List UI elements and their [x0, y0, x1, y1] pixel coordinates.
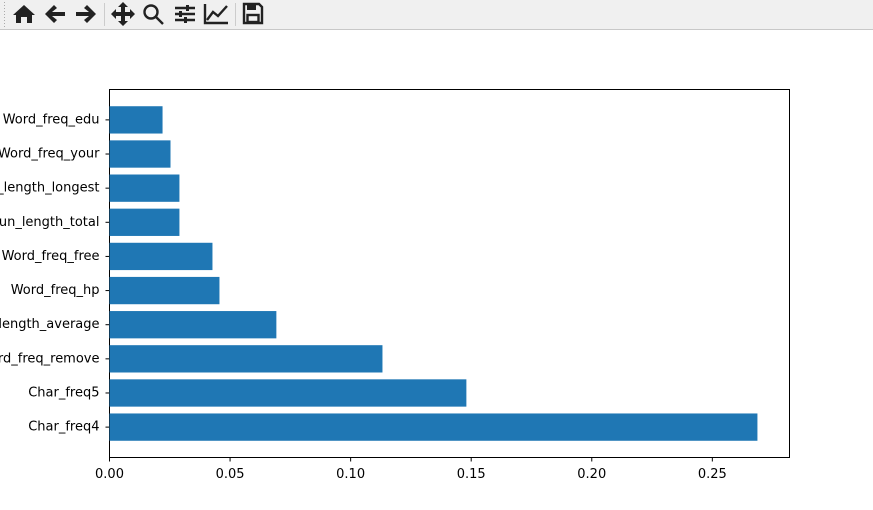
bar	[109, 140, 171, 168]
bar	[109, 379, 467, 407]
y-tick-label: un_length_total	[0, 215, 100, 230]
y-tick-label: _length_longest	[0, 181, 100, 196]
pan-button[interactable]	[111, 2, 135, 26]
bar	[109, 311, 277, 339]
y-tick-label: Char_freq4	[28, 420, 99, 435]
y-tick-label: Word_freq_your	[0, 147, 100, 162]
configure-button[interactable]	[175, 5, 195, 23]
bar	[109, 174, 180, 202]
x-tick-label: 0.10	[336, 467, 365, 482]
plot-frame	[109, 89, 790, 458]
y-tick-label: Char_freq5	[28, 385, 99, 400]
save-button[interactable]	[242, 2, 264, 25]
y-tick-label: Word_freq_edu	[3, 112, 100, 127]
x-tick-label: 0.20	[577, 467, 606, 482]
x-tick-label: 0.25	[698, 467, 727, 482]
home-button[interactable]	[13, 5, 35, 23]
bar	[109, 413, 758, 441]
zoom-button[interactable]	[143, 4, 164, 25]
bar	[109, 106, 163, 134]
y-tick-label: Word_freq_hp	[11, 283, 100, 298]
x-tick-label: 0.05	[216, 467, 245, 482]
y-tick-label: Word_freq_free	[2, 249, 100, 264]
bar	[109, 242, 213, 271]
bar	[109, 208, 180, 236]
x-tick-label: 0.00	[95, 467, 124, 482]
back-button[interactable]	[45, 5, 65, 23]
y-tick-label: length_average	[0, 317, 100, 332]
axes-edit-button[interactable]	[203, 4, 228, 25]
bar	[109, 345, 383, 373]
x-tick-label: 0.15	[457, 467, 486, 482]
forward-button[interactable]	[76, 5, 96, 23]
y-tick-label: rd_freq_remove	[0, 351, 100, 366]
bar	[109, 276, 220, 305]
